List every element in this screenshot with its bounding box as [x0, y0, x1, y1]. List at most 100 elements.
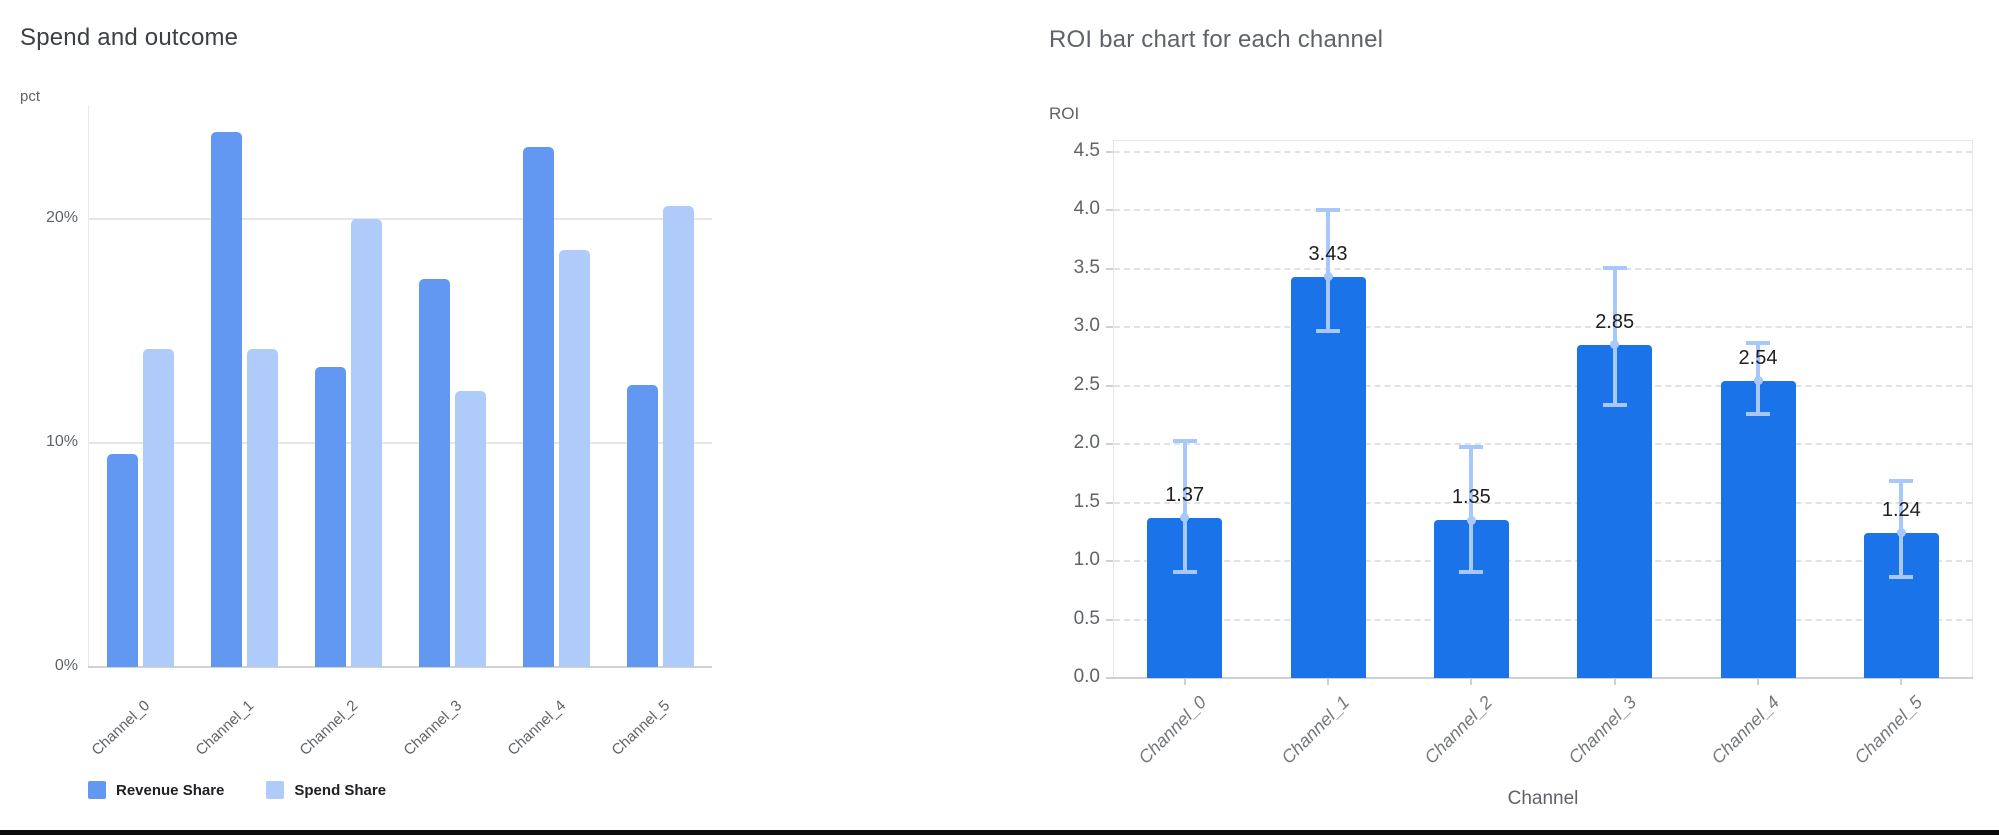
error-bar-node — [1466, 515, 1476, 525]
x-tick-label: Channel_2 — [1420, 692, 1497, 768]
y-tick-label: 3.0 — [1073, 315, 1100, 336]
bar-spend-share-channel_2[interactable] — [350, 219, 382, 667]
legend-item-spend-share[interactable]: Spend Share — [266, 781, 386, 799]
y-tick-label: 0.5 — [1073, 607, 1100, 629]
plot-border — [1113, 140, 1973, 678]
y-tick-label: 2.0 — [1073, 432, 1100, 453]
error-bar-line — [1469, 445, 1474, 574]
x-tick-label: Channel_1 — [1277, 692, 1354, 768]
error-bar-node — [1896, 528, 1906, 538]
x-axis-title: Channel — [1507, 788, 1579, 809]
x-tick-label: Channel_3 — [1564, 692, 1640, 768]
y-axis-title: pct — [20, 88, 41, 105]
window-bottom-border — [0, 830, 1999, 835]
bar-value-label: 3.43 — [1308, 242, 1348, 265]
y-tick-label: 1.5 — [1073, 490, 1100, 512]
y-tick-mark — [1106, 443, 1113, 445]
x-tick-label: Channel_0 — [1134, 692, 1210, 768]
x-axis-line — [88, 666, 712, 668]
y-axis-line — [88, 105, 89, 667]
y-tick-mark — [1106, 209, 1113, 211]
bar-value-label: 2.54 — [1738, 346, 1778, 369]
bar-spend-share-channel_5[interactable] — [662, 205, 694, 667]
gridline — [1114, 560, 1972, 562]
y-tick-label: 2.5 — [1073, 373, 1100, 395]
y-tick-mark — [1106, 326, 1113, 328]
bar-revenue-share-channel_0[interactable] — [106, 454, 138, 667]
error-bar-line — [1182, 439, 1187, 574]
gridline — [1114, 618, 1972, 621]
bar-roi-channel_1[interactable] — [1290, 276, 1366, 678]
legend-label-revenue-share: Revenue Share — [116, 781, 225, 799]
gridline — [1114, 501, 1972, 504]
y-tick-label: 10% — [45, 433, 78, 450]
bar-value-label: 1.37 — [1165, 483, 1205, 506]
gridline — [1114, 326, 1972, 328]
error-bar-node — [1753, 376, 1763, 386]
gridline — [1114, 384, 1972, 387]
y-tick-mark — [1106, 384, 1113, 387]
bar-revenue-share-channel_5[interactable] — [626, 384, 658, 667]
legend-swatch-revenue-share-icon — [88, 781, 106, 799]
bar-spend-share-channel_0[interactable] — [142, 348, 174, 667]
x-tick-mark — [1613, 679, 1616, 685]
x-tick-label: Channel_5 — [1850, 692, 1927, 768]
gridline — [1114, 150, 1972, 153]
y-tick-label: 20% — [45, 209, 78, 226]
bar-value-label: 1.35 — [1451, 486, 1491, 509]
x-tick-mark — [1757, 679, 1759, 685]
bar-spend-share-channel_1[interactable] — [246, 348, 278, 667]
error-bar — [1459, 445, 1484, 574]
y-tick-mark — [1106, 267, 1113, 270]
legend: Revenue Share Spend Share — [88, 781, 386, 799]
y-tick-label: 4.0 — [1073, 198, 1100, 219]
error-bar-node — [1180, 513, 1190, 523]
legend-swatch-spend-share-icon — [266, 781, 285, 799]
error-bar-line — [1612, 266, 1617, 407]
bar-spend-share-channel_4[interactable] — [558, 250, 590, 667]
error-bar — [1602, 266, 1627, 407]
x-tick-label: Channel_4 — [1707, 692, 1784, 768]
gridline — [88, 442, 712, 444]
x-tick-mark — [1470, 679, 1473, 685]
bar-spend-share-channel_3[interactable] — [454, 391, 486, 667]
bar-revenue-share-channel_3[interactable] — [418, 279, 450, 667]
bar-value-label: 1.24 — [1881, 498, 1921, 521]
error-bar — [1172, 439, 1197, 574]
y-tick-mark — [1106, 560, 1113, 562]
y-tick-label: 0% — [54, 657, 78, 674]
bar-revenue-share-channel_4[interactable] — [522, 147, 554, 667]
y-tick-mark — [1106, 501, 1113, 504]
gridline — [1114, 209, 1972, 211]
y-tick-label: 1.0 — [1073, 549, 1100, 570]
y-tick-mark — [1106, 677, 1113, 679]
bar-revenue-share-channel_2[interactable] — [314, 366, 346, 667]
y-tick-mark — [1106, 618, 1113, 621]
legend-label-spend-share: Spend Share — [294, 781, 387, 799]
x-axis-line — [1113, 677, 1973, 679]
gridline — [1114, 267, 1972, 270]
x-tick-mark — [1900, 679, 1903, 685]
bar-revenue-share-channel_1[interactable] — [210, 131, 242, 667]
y-tick-mark — [1106, 150, 1113, 153]
gridline — [1114, 443, 1972, 445]
legend-item-revenue-share[interactable]: Revenue Share — [88, 781, 224, 799]
y-tick-label: 0.0 — [1073, 666, 1100, 687]
bar-roi-channel_4[interactable] — [1720, 380, 1796, 678]
error-bar — [1316, 207, 1340, 333]
error-bar-node — [1610, 340, 1620, 350]
error-bar-node — [1323, 272, 1333, 282]
chart-title: ROI bar chart for each channel — [1049, 26, 1384, 53]
y-tick-label: 4.5 — [1073, 139, 1100, 161]
gridline — [88, 218, 712, 220]
error-bar-line — [1326, 207, 1330, 333]
bar-value-label: 2.85 — [1595, 310, 1635, 333]
y-tick-label: 3.5 — [1073, 256, 1100, 278]
y-axis-title: ROI — [1049, 104, 1080, 123]
x-tick-mark — [1327, 679, 1329, 685]
x-tick-mark — [1183, 679, 1186, 685]
chart-title: Spend and outcome — [20, 24, 239, 51]
